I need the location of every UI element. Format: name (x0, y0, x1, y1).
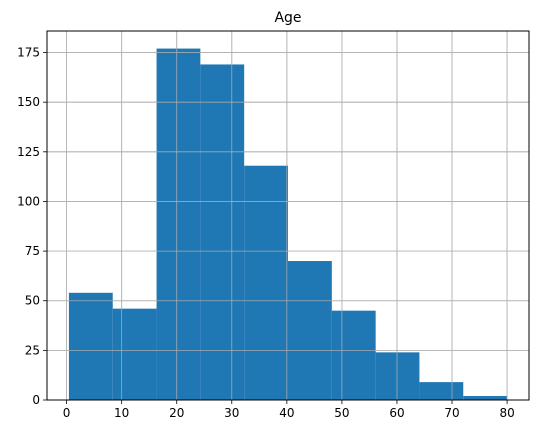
y-tick-label: 75 (25, 244, 40, 258)
x-tick-label: 80 (499, 406, 514, 420)
x-axis-ticks: 0 10 20 30 40 50 60 70 80 (63, 400, 515, 420)
x-tick-label: 30 (224, 406, 239, 420)
y-tick-label: 125 (17, 145, 40, 159)
histogram-bar (331, 310, 376, 400)
x-tick-label: 0 (63, 406, 71, 420)
histogram-bar (288, 261, 332, 400)
plot-frame (46, 30, 530, 401)
histogram-bar (112, 308, 157, 400)
histogram-bar (156, 48, 201, 400)
x-tick-label: 50 (334, 406, 349, 420)
y-tick-label: 100 (17, 194, 40, 208)
x-tick-label: 60 (389, 406, 404, 420)
y-tick-label: 50 (25, 294, 40, 308)
y-tick-label: 0 (32, 393, 40, 407)
y-axis-ticks: 0 25 50 75 100 125 150 175 (17, 46, 47, 407)
x-tick-label: 20 (169, 406, 184, 420)
histogram-bar (463, 396, 508, 400)
histogram-bar (200, 64, 245, 401)
histogram-bar (68, 292, 113, 400)
y-tick-label: 175 (17, 46, 40, 60)
histogram-bar (419, 382, 464, 400)
x-tick-label: 10 (114, 406, 129, 420)
chart-title: Age (274, 10, 301, 26)
x-tick-label: 40 (279, 406, 294, 420)
x-tick-label: 70 (444, 406, 459, 420)
histogram-bar (375, 352, 420, 400)
histogram-bar (244, 165, 288, 400)
y-tick-label: 25 (25, 343, 40, 357)
bars-layer (68, 48, 508, 401)
y-tick-label: 150 (17, 95, 40, 109)
